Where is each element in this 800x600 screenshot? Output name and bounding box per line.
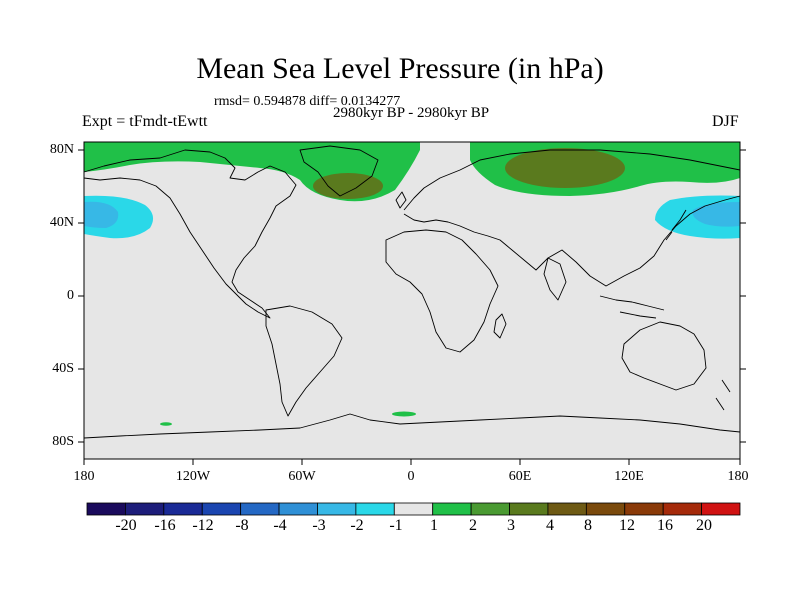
colorbar-label: -12 [192,517,214,534]
rmsd-diff-text: rmsd= 0.594878 diff= 0.0134277 [214,94,401,109]
colorbar-label: -1 [389,517,403,534]
colorbar-swatch [432,502,472,516]
colorbar-swatch [701,502,741,516]
colorbar-label: 1 [430,517,438,534]
colorbar-swatch [240,502,280,516]
coast-british-isles [395,191,407,209]
lon-label-180w: 180 [73,469,95,484]
lat-label-80n: 80N [49,142,74,157]
coast-eurasia [403,149,741,287]
colorbar-swatch [585,502,626,516]
anomaly-antarctic-spot [392,411,416,417]
colorbar-label: -20 [115,517,137,534]
colorbar-swatch [624,502,664,516]
colorbar-swatch [393,502,434,516]
anomaly-pacific-spot [160,422,172,426]
anomaly-pacific-east-blue [692,202,740,227]
colorbar-swatch [163,502,203,516]
colorbar-swatch [662,502,702,516]
coast-indonesia [599,295,665,319]
coast-japan [665,209,687,241]
colorbar-label: -2 [350,517,364,534]
colorbar-label: -16 [154,517,176,534]
lon-label-180e: 180 [727,469,749,484]
lon-label-60w: 60W [288,469,316,484]
colorbar-swatch [355,502,395,516]
coastlines [83,145,741,439]
colorbar-label: -4 [273,517,287,534]
colorbar-swatch [125,502,165,516]
anomaly-siberia-olive [505,148,625,188]
season-label: DJF [712,113,739,130]
colorbar-label: -8 [235,517,249,534]
lat-label-0: 0 [67,288,74,303]
coast-madagascar [493,313,507,339]
colorbar-label: 16 [657,517,673,534]
lat-label-40s: 40S [52,361,74,376]
colorbar-swatch [86,502,126,516]
colorbar-swatch [470,502,510,516]
lon-label-120w: 120W [175,469,211,484]
colorbar [86,502,741,516]
lon-label-120e: 120E [614,469,644,484]
lat-label-80s: 80S [52,434,74,449]
coast-australia [621,321,707,391]
colorbar-label: 3 [507,517,515,534]
lon-ticks [83,459,741,465]
coast-south-america [265,305,343,417]
coast-antarctica [83,413,741,439]
coast-greenland [299,145,379,197]
experiment-label: Expt = tFmdt-tEwtt [82,113,208,130]
lon-label-0: 0 [407,469,415,484]
map-frame [83,141,741,460]
map-title: Mean Sea Level Pressure (in hPa) [196,52,604,85]
time-period-text: 2980kyr BP - 2980kyr BP [332,105,490,121]
anomaly-pacific-west-blue [84,201,119,228]
colorbar-swatch [509,502,549,516]
coast-new-zealand [715,379,731,411]
coast-india [543,257,567,301]
coast-north-america [83,149,297,319]
lon-label-60e: 60E [508,469,532,484]
map-background [84,142,740,459]
lat-ticks [78,149,746,443]
colorbar-label: 8 [584,517,592,534]
colorbar-swatch [201,502,242,516]
anomaly-greenland-olive [313,173,383,199]
colorbar-label: -3 [312,517,326,534]
coast-africa [385,229,499,353]
colorbar-swatch [317,502,357,516]
colorbar-label: 4 [546,517,554,534]
colorbar-swatch [547,502,587,516]
colorbar-label: 12 [619,517,635,534]
colorbar-label: 20 [696,517,712,534]
colorbar-label: 2 [469,517,477,534]
colorbar-swatch [278,502,318,516]
lat-label-40n: 40N [49,215,74,230]
